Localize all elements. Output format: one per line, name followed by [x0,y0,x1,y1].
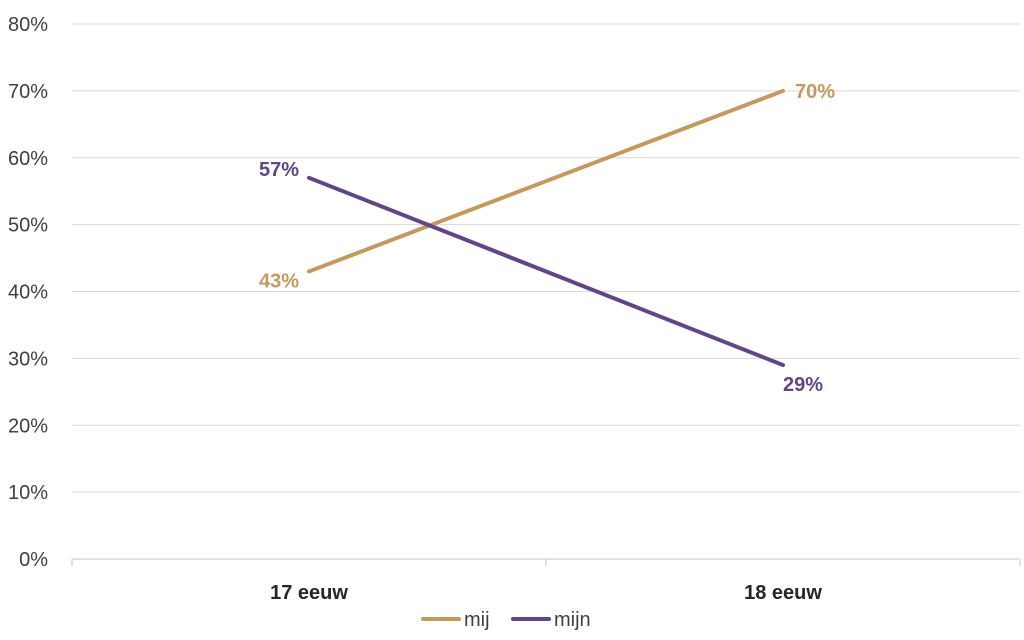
y-tick-label: 50% [8,215,48,237]
x-category-label: 18 eeuw [744,582,822,604]
y-tick-label: 80% [8,14,48,36]
legend: mij mijn [421,609,591,631]
y-tick-label: 0% [19,549,48,571]
y-tick-label: 40% [8,282,48,304]
data-label-mijn: 29% [783,374,823,396]
legend-label-mijn: mijn [554,609,591,631]
series-line-mijn [307,175,785,368]
x-category-label: 17 eeuw [270,582,348,604]
y-tick-label: 20% [8,415,48,437]
y-tick-label: 60% [8,148,48,170]
axes [71,558,1021,566]
y-tick-label: 10% [8,482,48,504]
series-lines [307,88,785,368]
x-axis-category-labels: 17 eeuw 18 eeuw [270,582,822,604]
data-label-mij: 70% [795,81,835,103]
y-axis-tick-labels: 0% 10% 20% 30% 40% 50% 60% 70% 80% [8,14,48,571]
y-tick-label: 30% [8,348,48,370]
data-labels: 43% 70% 57% 29% [259,81,835,396]
gridlines [72,23,1020,493]
series-line-mij [307,88,785,274]
y-tick-label: 70% [8,81,48,103]
data-label-mij: 43% [259,270,299,292]
data-label-mijn: 57% [259,159,299,181]
legend-label-mij: mij [464,609,490,631]
